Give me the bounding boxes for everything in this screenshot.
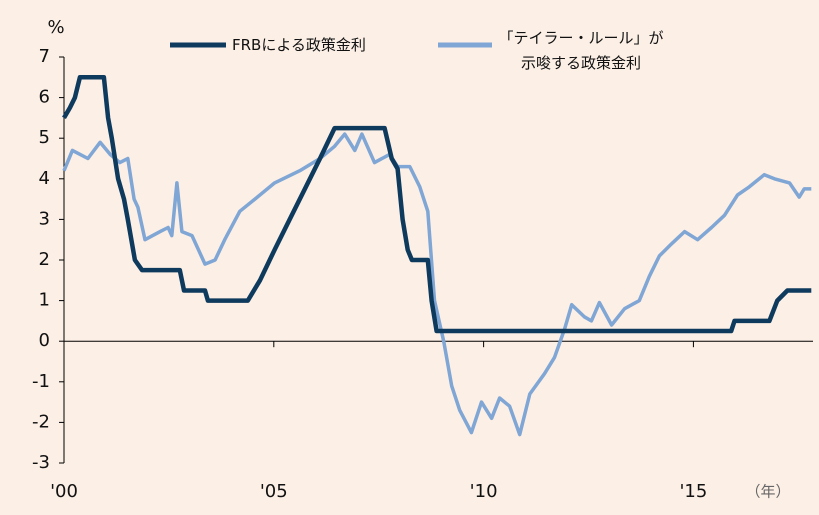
x-tick-label: '05 <box>260 481 288 502</box>
legend-label: 「テイラー・ルール」が示唆する政策金利 <box>498 29 664 72</box>
series-line <box>62 132 812 437</box>
y-tick-label: 5 <box>39 127 50 148</box>
y-tick-label: -2 <box>32 411 50 432</box>
x-tick-label: '10 <box>470 481 498 502</box>
y-tick-label: -3 <box>32 452 50 473</box>
legend-swatch <box>170 42 226 48</box>
y-tick-label: 6 <box>39 87 50 108</box>
x-tick-label: '00 <box>50 481 78 502</box>
y-tick-label: 7 <box>39 46 50 67</box>
legend-swatch <box>438 42 492 48</box>
x-tick-label: '15 <box>679 481 707 502</box>
legend-label: FRBによる政策金利 <box>232 36 366 54</box>
y-tick-label: -1 <box>32 371 50 392</box>
y-tick-label: 3 <box>39 208 50 229</box>
y-tick-label: 2 <box>39 249 50 270</box>
y-tick-label: 0 <box>39 330 50 351</box>
series-line <box>62 75 812 334</box>
y-tick-label: 4 <box>39 168 50 189</box>
x-unit: （年） <box>745 483 790 501</box>
y-unit: % <box>47 17 64 38</box>
y-tick-label: 1 <box>39 290 50 311</box>
